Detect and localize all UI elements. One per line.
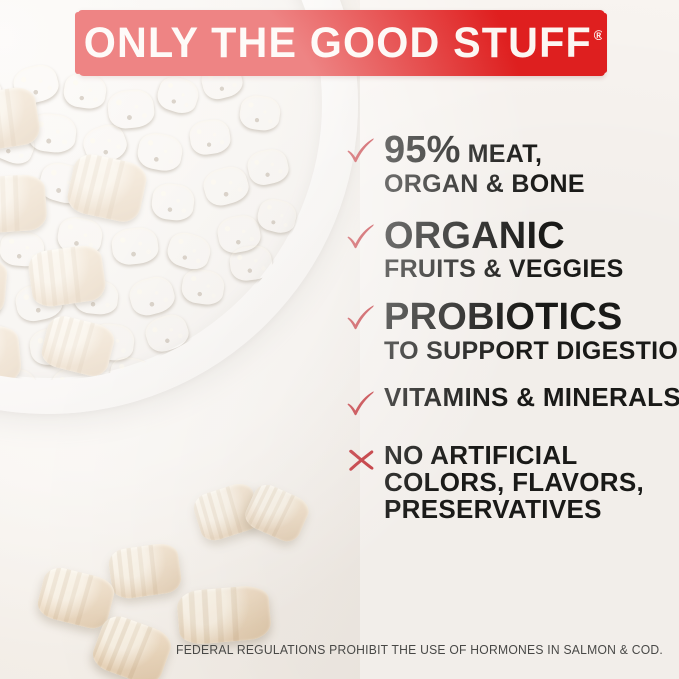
organic-headline: ORGANIC <box>384 214 565 257</box>
claim-item-meat: 95% MEAT, ORGAN & BONE <box>344 129 679 198</box>
claim-text-vitamins: VITAMINS & MINERALS <box>384 381 679 412</box>
loose-chunk <box>106 541 184 601</box>
claim-text-meat: 95% MEAT, ORGAN & BONE <box>384 129 679 198</box>
organic-subline: FRUITS & VEGGIES <box>384 255 624 284</box>
probiotics-subline: TO SUPPORT DIGESTION <box>384 336 679 365</box>
claim-item-organic: ORGANIC FRUITS & VEGGIES <box>344 214 679 284</box>
claim-item-probiotics: PROBIOTICS TO SUPPORT DIGESTION <box>344 298 679 364</box>
vitamins-line: VITAMINS & MINERALS <box>384 381 679 412</box>
claim-text-no-artificial: NO ARTIFICIAL COLORS, FLAVORS, PRESERVAT… <box>384 439 679 524</box>
claim-text-organic: ORGANIC FRUITS & VEGGIES <box>384 214 679 284</box>
check-icon <box>344 386 378 420</box>
claim-line: 95% MEAT, <box>384 129 679 171</box>
claim-text-probiotics: PROBIOTICS TO SUPPORT DIGESTION <box>384 298 679 364</box>
disclaimer-text: FEDERAL REGULATIONS PROHIBIT THE USE OF … <box>176 643 663 657</box>
cross-icon <box>344 444 378 478</box>
no-artificial-line-2: COLORS, FLAVORS, <box>384 466 644 497</box>
headline-text: ONLY THE GOOD STUFF ® <box>80 18 604 67</box>
headline-label: ONLY THE GOOD STUFF <box>83 18 592 67</box>
registered-trademark-icon: ® <box>593 26 604 43</box>
headline-banner: ONLY THE GOOD STUFF ® <box>75 10 607 76</box>
check-icon <box>344 300 378 334</box>
loose-chunk <box>175 584 273 646</box>
probiotics-headline: PROBIOTICS <box>384 296 623 339</box>
meat-percent: 95% <box>384 129 461 171</box>
no-artificial-line-3: PRESERVATIVES <box>384 493 602 524</box>
meat-line-2: ORGAN & BONE <box>384 169 585 198</box>
claims-list: 95% MEAT, ORGAN & BONE ORGANIC FRUITS & V… <box>344 129 679 524</box>
check-icon <box>344 133 378 167</box>
claim-item-no-artificial: NO ARTIFICIAL COLORS, FLAVORS, PRESERVAT… <box>344 439 679 524</box>
meat-suffix: MEAT, <box>467 140 543 168</box>
food-photo <box>0 0 360 679</box>
no-artificial-line-1: NO ARTIFICIAL <box>384 439 578 470</box>
claim-item-vitamins: VITAMINS & MINERALS <box>344 381 679 420</box>
check-icon <box>344 219 378 253</box>
